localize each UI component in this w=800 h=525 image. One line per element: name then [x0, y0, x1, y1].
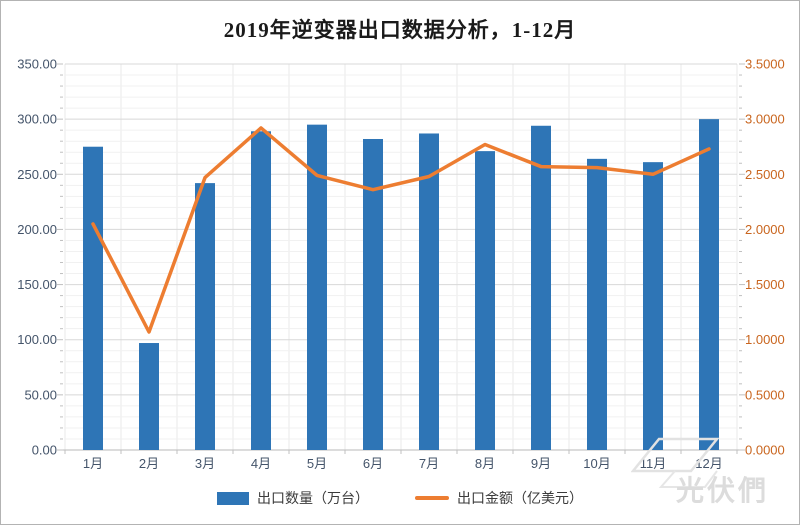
bar-8月: [475, 151, 495, 450]
x-axis-labels: 1月 2月 3月 4月 5月 6月 7月 8月 9月 10月 11月 12月: [83, 456, 723, 471]
svg-text:12月: 12月: [695, 456, 722, 471]
svg-text:250.00: 250.00: [17, 167, 57, 182]
minor-gridlines: [65, 74, 737, 440]
bar-9月: [531, 125, 551, 450]
bar-5月: [307, 124, 327, 451]
svg-text:8月: 8月: [475, 456, 495, 471]
svg-text:3.0000: 3.0000: [745, 112, 785, 127]
svg-text:50.00: 50.00: [24, 387, 57, 402]
svg-text:3.5000: 3.5000: [745, 57, 785, 72]
bar-series: [83, 119, 719, 451]
bar-7月: [419, 133, 439, 451]
axis-tick-marks: [57, 63, 745, 454]
svg-text:2.5000: 2.5000: [745, 167, 785, 182]
vertical-gridlines: [64, 64, 738, 450]
svg-text:200.00: 200.00: [17, 222, 57, 237]
bar-6月: [363, 138, 383, 450]
bar-3月: [195, 183, 215, 450]
svg-text:300.00: 300.00: [17, 112, 57, 127]
svg-text:0.5000: 0.5000: [745, 387, 785, 402]
legend-item-export-amount: 出口金额（亿美元）: [415, 488, 583, 508]
left-axis-labels: 0.00 50.00 100.00 150.00 200.00 250.00 300.00 3…: [17, 57, 57, 458]
svg-text:100.00: 100.00: [17, 332, 57, 347]
svg-text:6月: 6月: [363, 456, 383, 471]
svg-text:9月: 9月: [531, 456, 551, 471]
svg-text:4月: 4月: [251, 456, 271, 471]
svg-text:1月: 1月: [83, 456, 103, 471]
svg-text:7月: 7月: [419, 456, 439, 471]
legend-item-export-quantity: 出口数量（万台）: [217, 488, 369, 508]
bar-series-swatch-icon: [217, 491, 249, 505]
svg-text:5月: 5月: [307, 456, 327, 471]
legend: 出口数量（万台） 出口金额（亿美元）: [1, 488, 799, 508]
bar-11月: [643, 162, 663, 450]
svg-text:3月: 3月: [195, 456, 215, 471]
svg-text:2.0000: 2.0000: [745, 222, 785, 237]
svg-text:0.00: 0.00: [32, 443, 57, 458]
major-gridlines: [65, 63, 737, 396]
bar-1月: [83, 146, 103, 450]
svg-text:2月: 2月: [139, 456, 159, 471]
line-series: [91, 126, 711, 334]
legend-label-export-quantity: 出口数量（万台）: [257, 490, 369, 506]
svg-text:10月: 10月: [583, 456, 610, 471]
bar-2月: [139, 343, 159, 450]
svg-text:150.00: 150.00: [17, 277, 57, 292]
svg-text:350.00: 350.00: [17, 57, 57, 72]
svg-text:1.0000: 1.0000: [745, 332, 785, 347]
line-series-swatch-icon: [415, 496, 449, 500]
legend-label-export-amount: 出口金额（亿美元）: [457, 490, 583, 506]
svg-text:11月: 11月: [640, 456, 667, 471]
bar-4月: [251, 131, 271, 450]
svg-text:1.5000: 1.5000: [745, 277, 785, 292]
bar-12月: [699, 119, 719, 451]
svg-text:0.0000: 0.0000: [745, 443, 785, 458]
right-axis-labels: 0.0000 0.5000 1.0000 1.5000 2.0000 2.5000 3.00…: [745, 57, 785, 458]
bar-10月: [587, 158, 607, 451]
chart-title: 2019年逆变器出口数据分析，1-12月: [223, 18, 577, 42]
